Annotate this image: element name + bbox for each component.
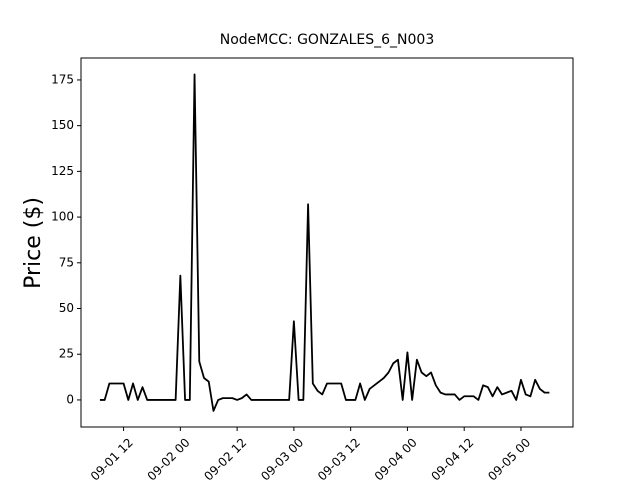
chart-title: NodeMCC: GONZALES_6_N003 (220, 32, 434, 48)
y-tick-label: 150 (51, 118, 74, 132)
y-tick-label: 50 (59, 301, 74, 315)
y-axis-label: Price ($) (21, 197, 46, 289)
y-tick-label: 0 (66, 392, 74, 406)
y-tick-label: 175 (51, 72, 74, 86)
axes-frame (80, 57, 574, 428)
y-tick-label: 125 (51, 164, 74, 178)
y-tick-label: 75 (59, 255, 74, 269)
y-tick-label: 25 (59, 347, 74, 361)
price-line (99, 73, 550, 412)
y-tick-label: 100 (51, 210, 74, 224)
